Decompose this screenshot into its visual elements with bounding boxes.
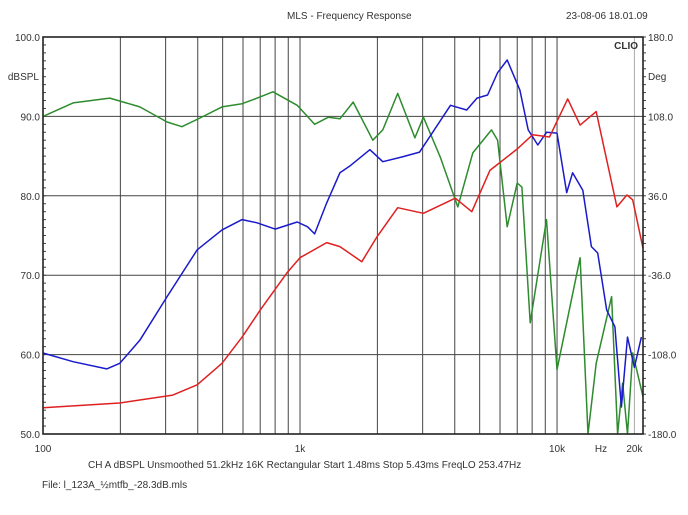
- x-tick-label: 1k: [295, 444, 307, 455]
- plot-frame: [42, 36, 644, 435]
- y-tick-label-left: 90.0: [21, 112, 41, 123]
- y-tick-label-left: 70.0: [21, 271, 41, 282]
- clio-logo: CLIO: [614, 41, 638, 52]
- x-tick-label: 20k: [626, 444, 643, 455]
- file-name: File: l_123A_½mtfb_-28.3dB.mls: [42, 480, 188, 491]
- y-axis-label-left: dBSPL: [8, 72, 40, 83]
- y-tick-label-left: 50.0: [21, 430, 41, 441]
- x-axis-label: Hz: [595, 444, 607, 455]
- measurement-settings: CH A dBSPL Unsmoothed 51.2kHz 16K Rectan…: [88, 460, 522, 471]
- timestamp: 23-08-06 18.01.09: [566, 11, 648, 22]
- y-tick-label-right: -108.0: [648, 351, 677, 362]
- chart-title: MLS - Frequency Response: [287, 11, 412, 22]
- x-tick-label: 10k: [549, 444, 566, 455]
- y-tick-label-left: 80.0: [21, 192, 41, 203]
- y-tick-label-right: -180.0: [648, 430, 677, 441]
- y-tick-label-right: -36.0: [648, 271, 671, 282]
- y-tick-label-left: 60.0: [21, 351, 41, 362]
- y-tick-label-right: 36.0: [648, 192, 668, 203]
- series-line-blue: [42, 59, 643, 408]
- y-axis-label-right: Deg: [648, 72, 666, 83]
- series-line-red: [42, 98, 644, 409]
- y-tick-label-right: 108.0: [648, 112, 673, 123]
- y-tick-label-right: 180.0: [648, 33, 673, 44]
- plot-area: [43, 37, 643, 434]
- series-line-green: [42, 91, 644, 435]
- x-tick-label: 100: [35, 444, 52, 455]
- y-tick-label-left: 100.0: [15, 33, 40, 44]
